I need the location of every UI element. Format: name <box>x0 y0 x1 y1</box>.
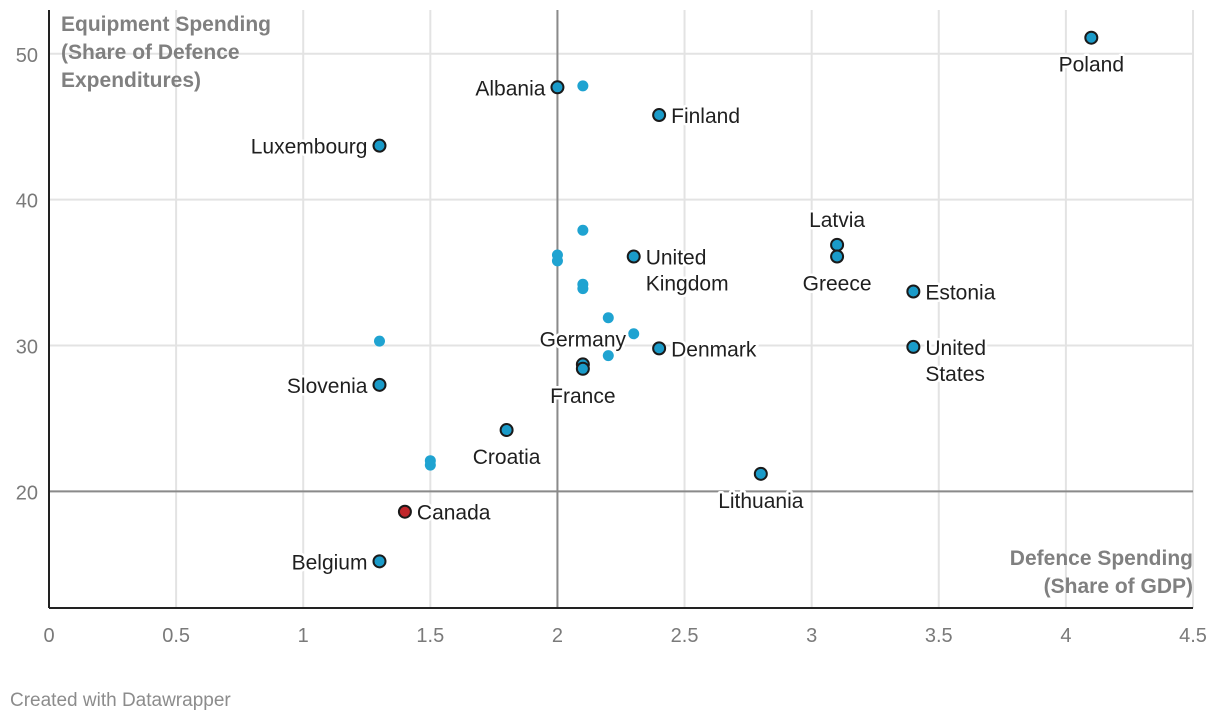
data-point-united-kingdom <box>626 249 641 264</box>
data-point-luxembourg <box>372 138 387 153</box>
x-tick-label: 3 <box>806 625 817 647</box>
y-tick-label: 30 <box>16 336 38 358</box>
data-point-lithuania <box>753 466 768 481</box>
data-point-slovenia <box>372 377 387 392</box>
label-united-states: States <box>925 363 985 386</box>
x-tick-label: 3.5 <box>925 625 953 647</box>
label-france: France <box>550 385 615 408</box>
point-labels: Poland Albania Finland Luxembourg Latvia Gree… <box>248 51 1126 577</box>
x-tick-label: 4.5 <box>1179 625 1207 647</box>
x-tick-label: 0.5 <box>162 625 190 647</box>
data-point-greece <box>830 249 845 264</box>
data-point-denmark <box>652 341 667 356</box>
data-point-croatia <box>499 423 514 438</box>
label-united-kingdom: Kingdom <box>646 272 729 295</box>
x-axis-title-line: Defence Spending <box>1010 547 1193 570</box>
label-greece: Greece <box>803 272 872 295</box>
data-point-estonia <box>906 284 921 299</box>
label-croatia: Croatia <box>473 446 541 469</box>
axes: 0 0.5 1 1.5 2 2.5 3 3.5 4 4.5 20 30 40 50 <box>16 10 1207 647</box>
label-denmark: Denmark <box>671 338 757 361</box>
label-united-kingdom: United <box>646 246 707 269</box>
label-belgium: Belgium <box>292 551 368 574</box>
y-axis-title-line: Expenditures) <box>61 69 201 92</box>
data-point <box>551 255 563 267</box>
data-point-latvia <box>830 237 845 252</box>
data-point-albania <box>550 80 565 95</box>
x-tick-label: 2.5 <box>671 625 699 647</box>
gridlines <box>49 10 1194 608</box>
data-point <box>373 335 385 347</box>
label-latvia: Latvia <box>809 209 865 232</box>
x-tick-label: 1.5 <box>416 625 444 647</box>
data-point-finland <box>652 108 667 123</box>
y-axis-title-line: (Share of Defence <box>61 41 240 64</box>
label-estonia: Estonia <box>925 281 995 304</box>
data-point <box>577 224 589 236</box>
x-tick-label: 1 <box>298 625 309 647</box>
x-tick-label: 0 <box>43 625 54 647</box>
label-united-states: United <box>925 337 986 360</box>
data-point <box>602 350 614 362</box>
axis-titles: Equipment Spending (Share of Defence Expen… <box>61 13 1193 598</box>
y-tick-label: 40 <box>16 191 38 213</box>
y-tick-label: 20 <box>16 482 38 504</box>
x-tick-label: 4 <box>1060 625 1071 647</box>
label-luxembourg: Luxembourg <box>251 136 368 159</box>
data-point <box>628 328 640 340</box>
label-lithuania: Lithuania <box>718 490 804 513</box>
label-slovenia: Slovenia <box>287 375 368 398</box>
data-point-canada <box>397 504 412 519</box>
y-tick-label: 50 <box>16 45 38 67</box>
data-point <box>602 312 614 324</box>
label-germany: Germany <box>540 328 627 351</box>
x-tick-label: 2 <box>552 625 563 647</box>
data-point-poland <box>1084 30 1099 45</box>
data-point-belgium <box>372 554 387 569</box>
data-point-france <box>575 361 590 376</box>
data-point <box>577 283 589 295</box>
data-point <box>577 80 589 92</box>
label-poland: Poland <box>1059 54 1124 77</box>
y-axis-title-line: Equipment Spending <box>61 13 271 36</box>
label-finland: Finland <box>671 105 740 128</box>
data-points <box>372 30 1099 569</box>
label-albania: Albania <box>475 77 545 100</box>
credit-text: Created with Datawrapper <box>10 690 231 711</box>
label-canada: Canada <box>417 502 491 525</box>
data-point <box>424 459 436 471</box>
x-axis-title-line: (Share of GDP) <box>1044 575 1193 598</box>
data-point-united-states <box>906 339 921 354</box>
